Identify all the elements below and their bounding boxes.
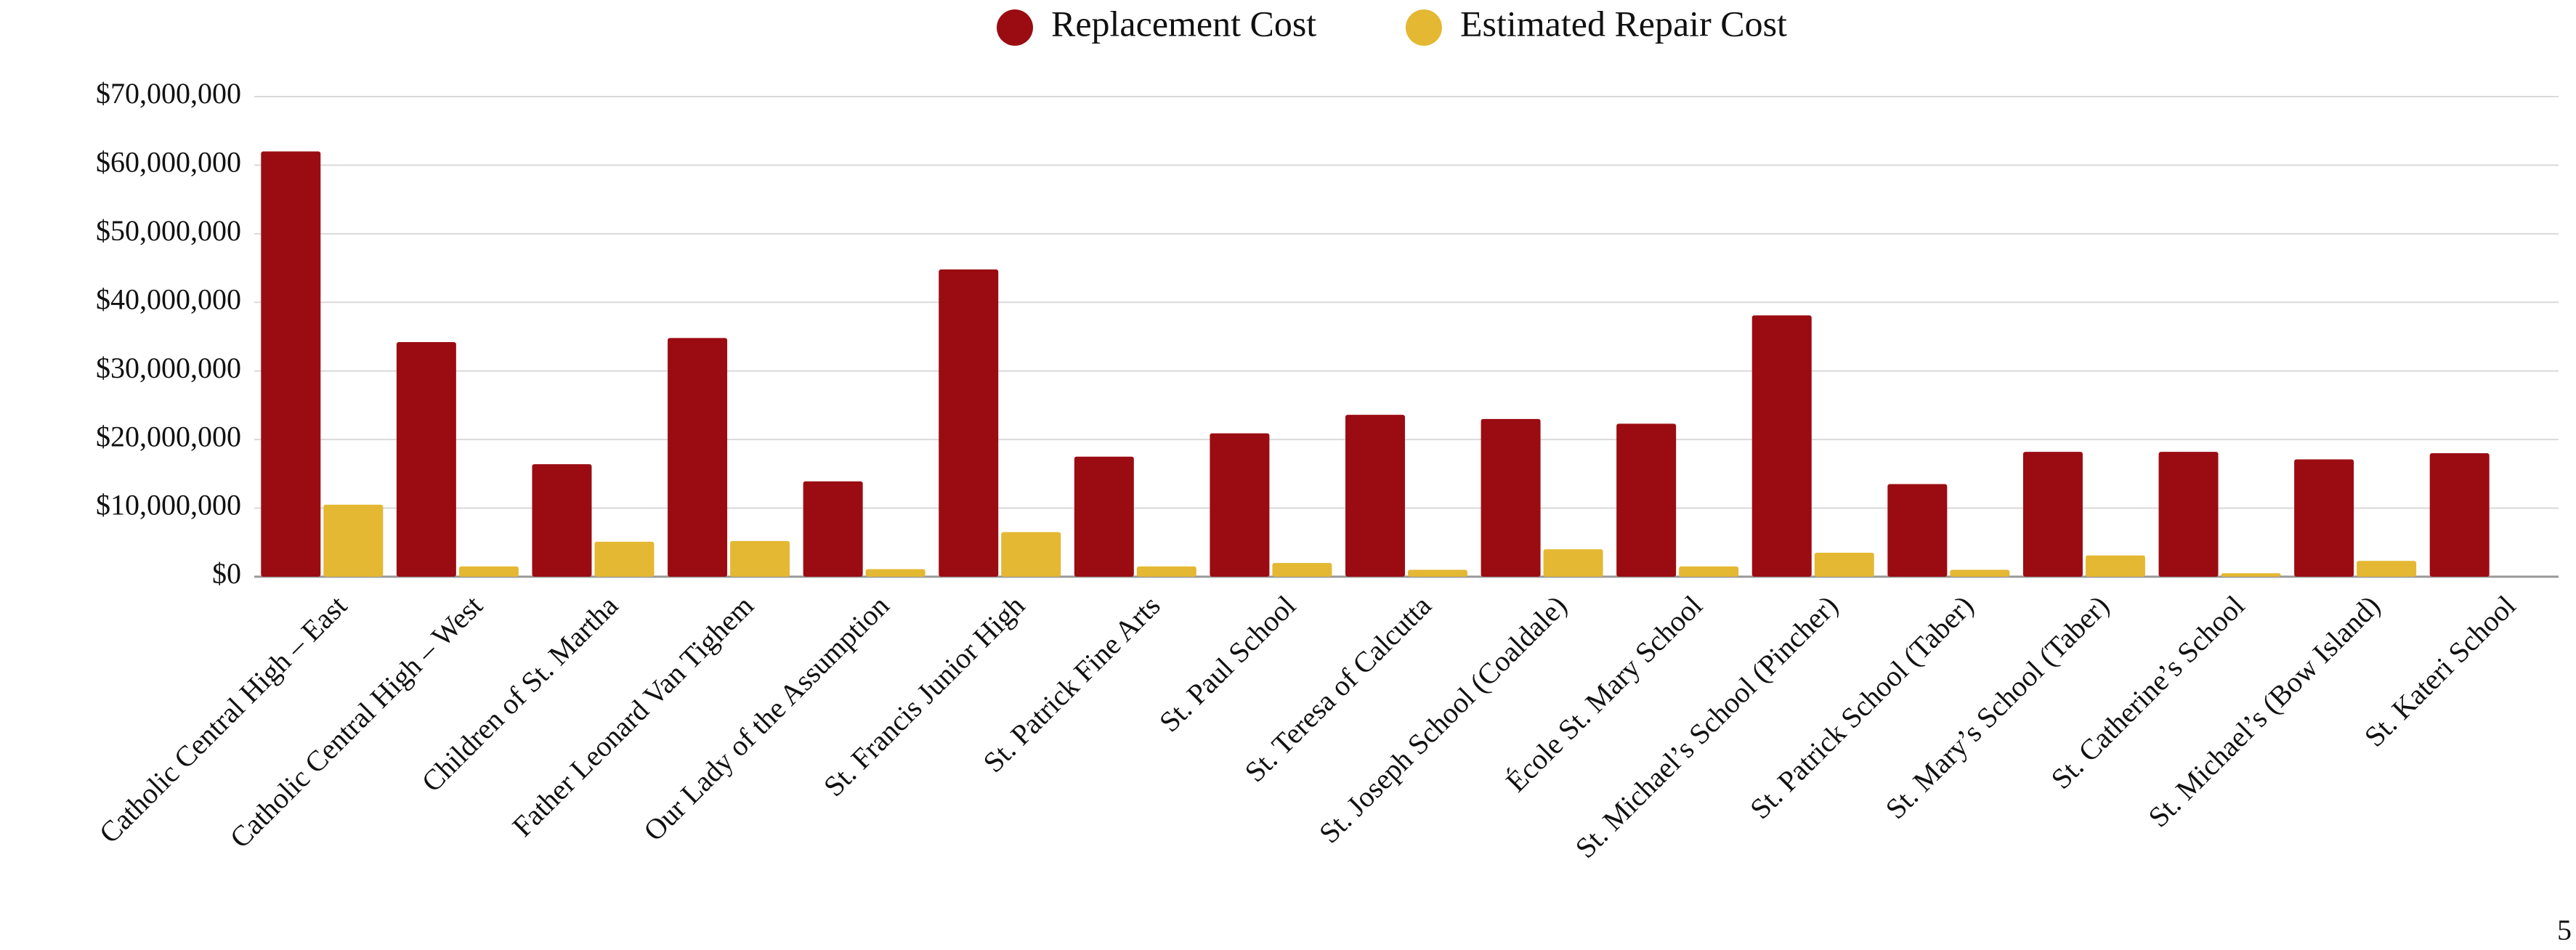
legend-swatch [1406, 9, 1442, 46]
bar [803, 481, 863, 577]
y-tick-label: $10,000,000 [96, 489, 241, 521]
bar [2294, 459, 2354, 577]
y-tick-label: $20,000,000 [96, 420, 241, 452]
bar [730, 540, 790, 577]
y-tick-label: $0 [212, 557, 241, 590]
bar [1408, 569, 1467, 577]
bar [1210, 433, 1270, 577]
x-tick-label: Our Lady of the Assumption [637, 589, 895, 847]
y-tick-label: $60,000,000 [96, 146, 241, 179]
legend-label: Replacement Cost [1051, 3, 1316, 44]
bar [1887, 484, 1948, 577]
y-tick-label: $30,000,000 [96, 352, 241, 384]
bar [261, 151, 321, 577]
x-tick-label: St. Joseph School (Coaldale) [1313, 589, 1573, 850]
bar [532, 464, 592, 577]
bar [2158, 452, 2219, 577]
bar [1616, 423, 1677, 577]
bar [1345, 415, 1405, 577]
bar [396, 342, 456, 577]
legend-label: Estimated Repair Cost [1460, 3, 1787, 44]
page-number: 5 [2557, 914, 2572, 946]
bar [1136, 566, 1196, 577]
bar [1950, 569, 2010, 577]
bar [2429, 453, 2490, 577]
bar [865, 569, 926, 577]
x-tick-label: St. Paul School [1153, 589, 1302, 738]
legend-swatch [997, 9, 1033, 46]
x-tick-label: St. Michael’s (Bow Island) [2142, 589, 2386, 834]
bar [2022, 452, 2083, 577]
bar [1272, 563, 1332, 577]
bar [594, 541, 655, 577]
bar [323, 504, 384, 577]
bar [1543, 549, 1603, 577]
bar [1001, 532, 1061, 577]
bar [2357, 561, 2417, 577]
x-tick-label: St. Michael’s School (Pincher) [1569, 589, 1844, 864]
x-tick-label: Catholic Central High – West [223, 589, 488, 854]
y-tick-label: $50,000,000 [96, 214, 241, 247]
bar [939, 269, 999, 577]
bar [458, 566, 519, 577]
x-tick-label: St. Patrick School (Taber) [1743, 589, 1980, 825]
x-tick-label: St. Mary’s School (Taber) [1879, 589, 2115, 825]
bar [2085, 555, 2145, 577]
y-tick-label: $40,000,000 [96, 283, 241, 315]
bar [1814, 552, 1874, 577]
bar [1751, 315, 1812, 577]
bar [668, 338, 728, 577]
x-tick-label: Father Leonard Van Tighem [506, 589, 759, 843]
bar [1679, 566, 1739, 577]
bar [1074, 456, 1134, 577]
bar [1481, 418, 1541, 577]
y-tick-label: $70,000,000 [96, 77, 241, 110]
bar [2221, 573, 2281, 577]
x-tick-label: Catholic Central High – East [93, 589, 354, 850]
